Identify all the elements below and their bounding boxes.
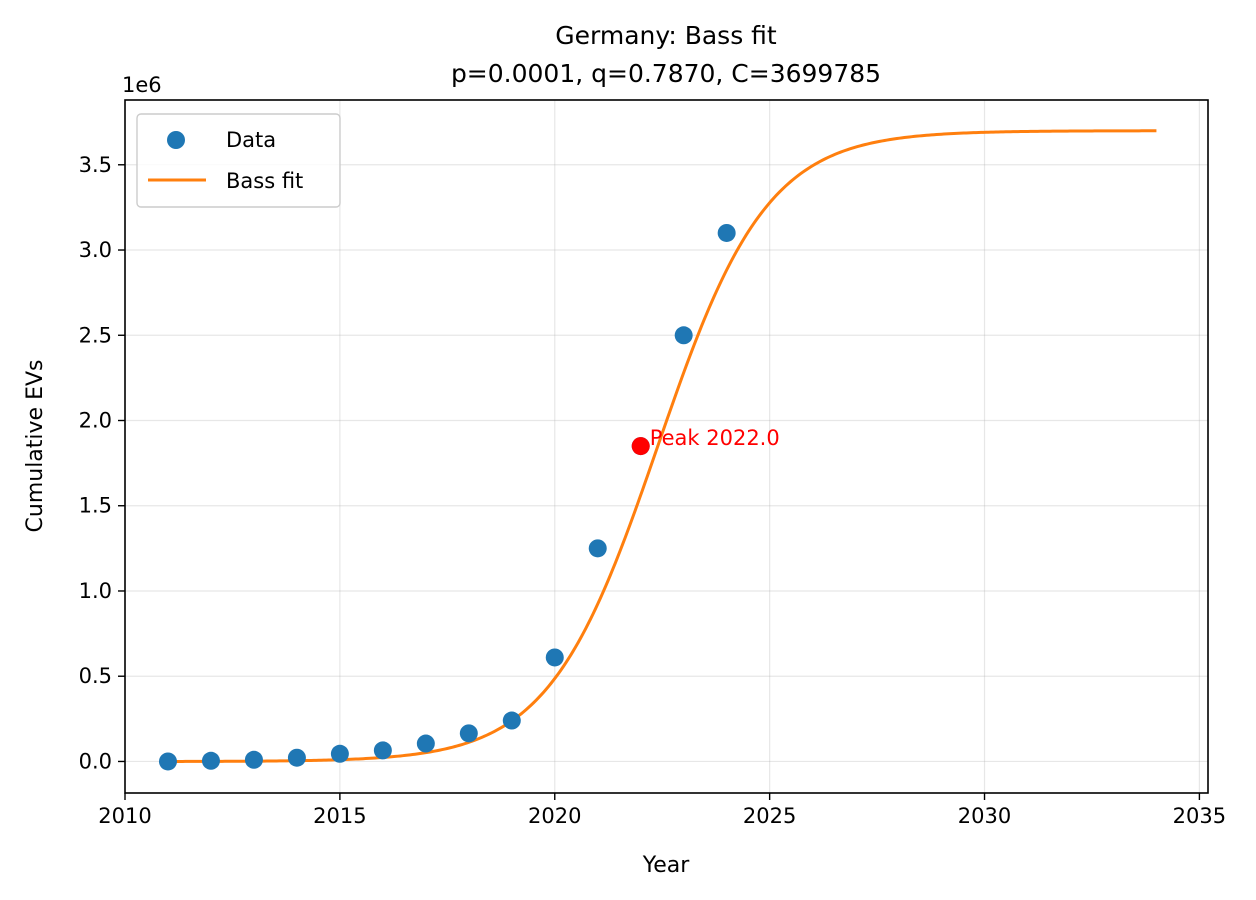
legend: Data Bass fit xyxy=(136,113,341,208)
x-tick-label: 2025 xyxy=(743,804,796,828)
data-point xyxy=(717,223,736,242)
x-tick-label: 2010 xyxy=(98,804,151,828)
peak-marker xyxy=(631,437,650,456)
data-point xyxy=(330,744,349,763)
y-tick-label: 0.5 xyxy=(79,664,112,688)
data-point xyxy=(545,648,564,667)
bass-fit-line xyxy=(167,129,1157,763)
x-axis-label: Year xyxy=(642,853,691,878)
chart-title: Germany: Bass fit xyxy=(555,21,777,50)
data-point xyxy=(674,326,693,345)
peak-marker-layer: Peak 2022.0 xyxy=(631,426,780,456)
y-tick-label: 3.0 xyxy=(79,238,112,262)
y-tick-label: 2.0 xyxy=(79,409,112,433)
legend-data-marker xyxy=(167,131,185,149)
data-point xyxy=(287,748,306,767)
y-tick-label: 1.5 xyxy=(79,494,112,518)
x-tick-label: 2015 xyxy=(313,804,366,828)
data-point xyxy=(244,750,263,769)
y-tick-label: 1.0 xyxy=(79,579,112,603)
x-tick-label: 2035 xyxy=(1173,804,1226,828)
data-point xyxy=(588,539,607,558)
y-offset-label: 1e6 xyxy=(122,73,162,97)
x-axis-ticks: 2010 2015 2020 2025 2030 2035 xyxy=(98,793,1226,828)
y-tick-label: 3.5 xyxy=(79,153,112,177)
y-axis-label: Cumulative EVs xyxy=(23,360,48,533)
plot-frame xyxy=(124,99,1209,794)
legend-box xyxy=(136,113,341,208)
chart-subtitle: p=0.0001, q=0.7870, C=3699785 xyxy=(451,59,881,88)
bass-fit-curve-layer xyxy=(167,129,1157,763)
x-tick-label: 2030 xyxy=(958,804,1011,828)
data-point xyxy=(502,711,521,730)
data-point xyxy=(373,741,392,760)
y-tick-label: 2.5 xyxy=(79,323,112,347)
legend-data-label: Data xyxy=(226,128,276,152)
data-point xyxy=(201,751,220,770)
legend-fit-label: Bass fit xyxy=(226,169,303,193)
data-point xyxy=(416,734,435,753)
peak-label: Peak 2022.0 xyxy=(650,426,780,450)
data-point xyxy=(158,752,177,771)
y-axis-ticks: 0.0 0.5 1.0 1.5 2.0 2.5 3.0 3.5 xyxy=(79,153,125,773)
data-point xyxy=(459,724,478,743)
y-tick-label: 0.0 xyxy=(79,749,112,773)
x-tick-label: 2020 xyxy=(528,804,581,828)
